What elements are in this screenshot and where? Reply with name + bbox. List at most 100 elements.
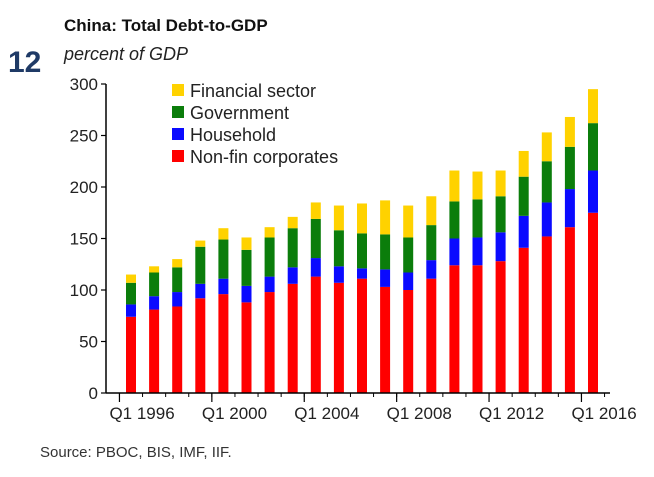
bar-financial-sector-2004 (310, 202, 321, 219)
bar-non-fin-corporates-2016 (588, 212, 598, 393)
bar-financial-sector-2005 (333, 205, 344, 231)
bar-household-2016 (588, 170, 598, 213)
bar-household-2008 (403, 272, 414, 290)
bar-group (126, 89, 598, 393)
bar-financial-sector-2015 (564, 116, 575, 147)
bar-government-2006 (357, 233, 367, 269)
bar-government-2016 (588, 123, 598, 171)
bar-government-2013 (518, 176, 529, 216)
y-tick-label: 300 (70, 75, 98, 94)
legend: Financial sectorGovernmentHouseholdNon-f… (172, 81, 338, 167)
bar-household-1997 (149, 296, 160, 310)
bar-non-fin-corporates-2000 (218, 294, 229, 393)
y-tick-label: 200 (70, 178, 98, 197)
bar-financial-sector-2008 (403, 205, 414, 238)
y-tick-label: 0 (89, 384, 98, 403)
axes: 0 50 100 150 200 250 300 Q1 1996 Q1 2000 Q1 2004 Q… (70, 75, 637, 423)
source-note: Source: PBOC, BIS, IMF, IIF. (40, 444, 232, 461)
x-tick-label: Q1 2012 (479, 404, 544, 423)
x-tick-label: Q1 2008 (387, 404, 452, 423)
bar-non-fin-corporates-2015 (564, 227, 575, 393)
legend-label: Household (190, 125, 276, 145)
bar-government-1996 (126, 282, 136, 305)
bar-government-2004 (310, 218, 321, 259)
bar-financial-sector-2006 (357, 203, 367, 234)
bar-financial-sector-2013 (518, 150, 529, 177)
bar-government-2015 (564, 146, 575, 190)
bar-non-fin-corporates-1997 (149, 309, 160, 393)
bar-household-1996 (126, 304, 136, 317)
bar-non-fin-corporates-2005 (333, 282, 344, 393)
y-tick-label: 150 (70, 230, 98, 249)
bar-government-2005 (333, 230, 344, 267)
bar-financial-sector-2000 (218, 228, 229, 240)
legend-swatch (172, 106, 184, 118)
bar-non-fin-corporates-2008 (403, 290, 414, 393)
bar-financial-sector-1996 (126, 274, 136, 283)
x-tick-label: Q1 2016 (571, 404, 636, 423)
x-tick-label: Q1 1996 (109, 404, 174, 423)
legend-swatch (172, 150, 184, 162)
bar-government-1999 (195, 246, 206, 284)
bar-non-fin-corporates-1996 (126, 316, 136, 393)
bar-household-2000 (218, 278, 229, 295)
bar-government-1998 (172, 267, 183, 293)
bar-household-2003 (287, 267, 298, 284)
bar-financial-sector-2016 (588, 89, 598, 124)
bar-government-2001 (241, 249, 252, 286)
bar-government-2010 (449, 201, 460, 239)
bar-household-1999 (195, 283, 206, 299)
bar-household-2005 (333, 266, 344, 283)
chart-subtitle: percent of GDP (64, 44, 189, 64)
bar-financial-sector-2012 (495, 170, 506, 197)
bar-household-2013 (518, 215, 529, 248)
bar-non-fin-corporates-2009 (426, 278, 437, 393)
bar-financial-sector-2011 (472, 171, 483, 200)
bar-non-fin-corporates-2011 (472, 265, 483, 393)
chart-title: China: Total Debt-to-GDP (64, 16, 268, 35)
bar-government-2014 (541, 161, 552, 203)
bar-financial-sector-2010 (449, 170, 460, 202)
legend-label: Government (190, 103, 289, 123)
bar-household-2014 (541, 202, 552, 237)
bar-government-2002 (264, 237, 275, 277)
y-tick-label: 50 (79, 333, 98, 352)
bar-financial-sector-2003 (287, 216, 298, 229)
bar-non-fin-corporates-2006 (357, 278, 367, 393)
bar-government-2012 (495, 196, 506, 233)
bar-financial-sector-2014 (541, 132, 552, 162)
legend-swatch (172, 128, 184, 140)
y-tick-label: 250 (70, 127, 98, 146)
bar-financial-sector-2001 (241, 237, 252, 250)
bar-government-2011 (472, 199, 483, 238)
bar-household-2009 (426, 260, 437, 279)
figure-number: 12 (8, 46, 42, 79)
bar-non-fin-corporates-2013 (518, 247, 529, 393)
legend-label: Non-fin corporates (190, 147, 338, 167)
bar-financial-sector-2007 (380, 200, 391, 235)
bar-non-fin-corporates-2001 (241, 302, 252, 393)
bar-financial-sector-1998 (172, 259, 183, 268)
bar-government-1997 (149, 272, 160, 297)
bar-household-2006 (357, 268, 367, 279)
bar-household-2012 (495, 232, 506, 262)
bar-non-fin-corporates-2014 (541, 236, 552, 393)
legend-label: Financial sector (190, 81, 316, 101)
x-tick-label: Q1 2004 (294, 404, 359, 423)
bar-financial-sector-1997 (149, 266, 160, 273)
bar-household-2007 (380, 269, 391, 287)
bar-government-2008 (403, 237, 414, 273)
bar-household-2001 (241, 285, 252, 303)
bar-non-fin-corporates-2012 (495, 261, 506, 393)
bar-financial-sector-1999 (195, 240, 206, 247)
bar-non-fin-corporates-2010 (449, 265, 460, 393)
y-tick-label: 100 (70, 281, 98, 300)
bar-household-2015 (564, 189, 575, 228)
legend-swatch (172, 84, 184, 96)
bar-household-1998 (172, 292, 183, 307)
bar-financial-sector-2009 (426, 196, 437, 226)
bar-non-fin-corporates-2004 (310, 276, 321, 393)
bar-non-fin-corporates-2003 (287, 283, 298, 393)
bar-government-2009 (426, 225, 437, 261)
